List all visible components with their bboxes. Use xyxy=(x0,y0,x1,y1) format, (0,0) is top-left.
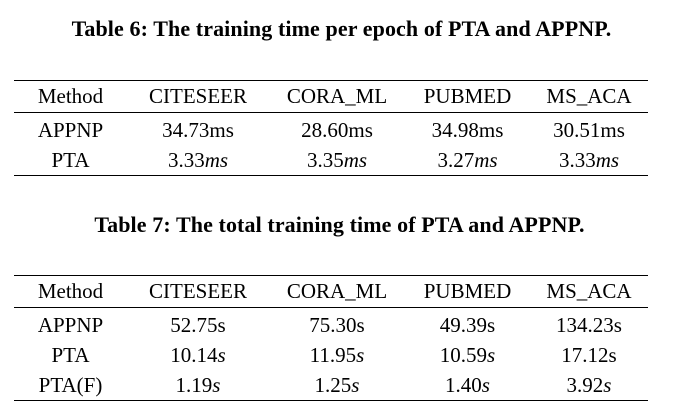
method-cell: PTA xyxy=(51,147,90,172)
value-cell: 28.60ms xyxy=(301,117,373,142)
value-cell: 10.59s xyxy=(439,342,496,367)
value-cell: 34.73ms xyxy=(162,117,234,142)
value-cell: 10.14s xyxy=(170,342,226,367)
table-6-header-row: Method CITESEER CORA_ML PUBMED MS_ACA xyxy=(14,80,648,113)
column-header-ms-aca: MS_ACA xyxy=(546,279,632,303)
table-6: Method CITESEER CORA_ML PUBMED MS_ACA AP… xyxy=(14,80,648,176)
method-cell: APPNP xyxy=(37,312,104,337)
method-cell: PTA xyxy=(51,342,90,367)
column-header-citeseer: CITESEER xyxy=(149,279,247,303)
table-6-caption: Table 6: The training time per epoch of … xyxy=(71,16,612,41)
table-row: APPNP 52.75s 75.30s 49.39s 134.23s xyxy=(14,308,648,341)
value-cell: 17.12s xyxy=(561,342,617,367)
column-header-cora-ml: CORA_ML xyxy=(286,279,388,303)
value-cell: 52.75s xyxy=(170,312,226,337)
value-cell: 30.51ms xyxy=(553,117,625,142)
value-cell: 11.95s xyxy=(309,342,365,367)
value-cell: 1.19s xyxy=(175,372,221,397)
value-cell: 1.40s xyxy=(445,372,490,397)
value-cell: 1.25s xyxy=(314,372,360,397)
value-cell: 3.35ms xyxy=(306,147,368,172)
column-header-ms-aca: MS_ACA xyxy=(546,84,632,108)
method-cell: PTA(F) xyxy=(38,372,103,397)
column-header-cora-ml: CORA_ML xyxy=(286,84,388,108)
method-cell: APPNP xyxy=(37,117,104,142)
value-cell: 3.33ms xyxy=(167,147,229,172)
value-cell: 34.98ms xyxy=(431,117,504,142)
column-header-citeseer: CITESEER xyxy=(149,84,247,108)
value-cell: 3.92s xyxy=(566,372,612,397)
column-header-pubmed: PUBMED xyxy=(423,279,512,303)
table-7-header-row: Method CITESEER CORA_ML PUBMED MS_ACA xyxy=(14,275,648,308)
table-row: PTA 10.14s 11.95s 10.59s 17.12s xyxy=(14,340,648,370)
value-cell: 49.39s xyxy=(439,312,496,337)
table-row: APPNP 34.73ms 28.60ms 34.98ms 30.51ms xyxy=(14,113,648,146)
column-header-method: Method xyxy=(37,279,104,303)
column-header-method: Method xyxy=(37,84,104,108)
value-cell: 3.27ms xyxy=(437,147,498,172)
table-row: PTA(F) 1.19s 1.25s 1.40s 3.92s xyxy=(14,370,648,401)
table-7-caption: Table 7: The total training time of PTA … xyxy=(94,212,585,237)
value-cell: 3.33ms xyxy=(558,147,620,172)
value-cell: 75.30s xyxy=(309,312,365,337)
column-header-pubmed: PUBMED xyxy=(423,84,512,108)
value-cell: 134.23s xyxy=(556,312,622,337)
table-row: PTA 3.33ms 3.35ms 3.27ms 3.33ms xyxy=(14,145,648,176)
table-7: Method CITESEER CORA_ML PUBMED MS_ACA AP… xyxy=(14,275,648,401)
